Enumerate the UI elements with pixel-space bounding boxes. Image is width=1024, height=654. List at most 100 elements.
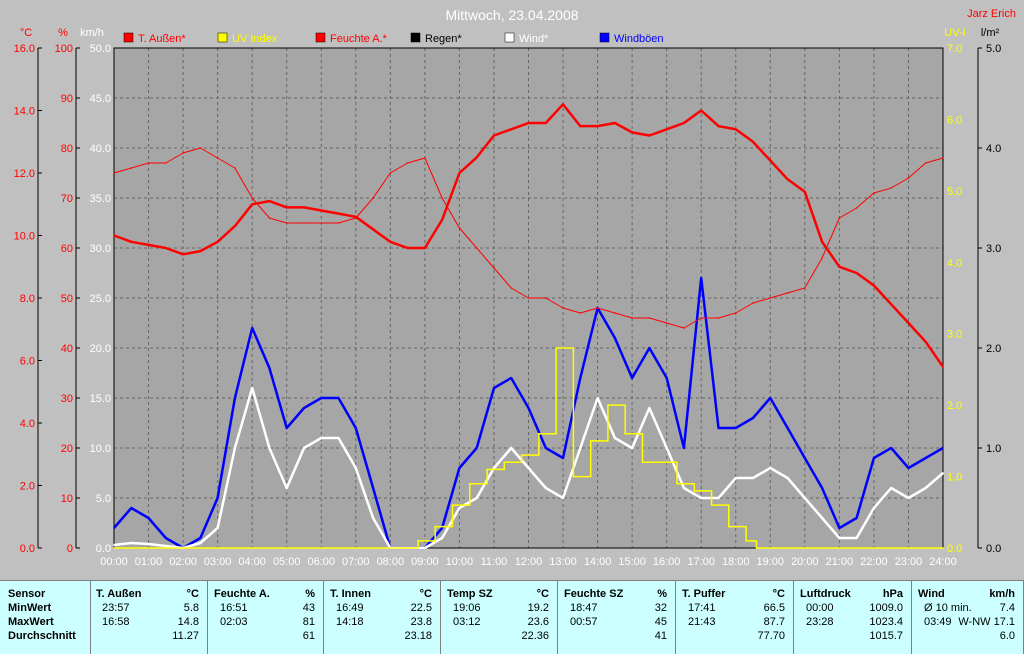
temp-tick-label: 10.0 (14, 231, 35, 243)
series-feuchte-point (234, 167, 236, 169)
wind-tick-label: 5.0 (96, 493, 111, 505)
stats-time: 16:49 (336, 602, 364, 614)
stats-column: Luftdruck hPa 00:00 1009.0 23:28 1023.4 1015.7 (794, 581, 912, 654)
uv-tick-label: 5.0 (947, 186, 962, 198)
series-feuchte-point (786, 292, 789, 294)
series-windboeen-point (475, 447, 478, 449)
stats-value: 19.2 (527, 602, 549, 614)
series-wind-point (890, 487, 892, 489)
series-feuchte-point (821, 257, 823, 259)
series-wind-point (924, 487, 927, 489)
wind-tick-label: 10.0 (90, 443, 111, 455)
x-tick-label: 07:00 (342, 556, 370, 568)
series-wind-point (942, 472, 944, 474)
min-label: MinWert (8, 602, 52, 614)
series-t-aussen-point (424, 247, 426, 249)
stats-value: W-NW 17.1 (958, 616, 1015, 628)
weather-chart: Mittwoch, 23.04.2008 Jarz Erich °C% km/h U… (13, 7, 1016, 568)
series-t-aussen-point (804, 190, 806, 193)
series-t-aussen-point (838, 265, 841, 268)
series-windboeen-point (562, 457, 564, 459)
series-t-aussen-point (579, 125, 582, 127)
x-tick-label: 01:00 (135, 556, 163, 568)
x-tick-label: 19:00 (757, 556, 785, 568)
series-windboeen-point (354, 427, 357, 429)
series-uv-index-point (693, 490, 696, 492)
wind-tick-label: 45.0 (90, 93, 111, 105)
series-windboeen-point (147, 517, 150, 519)
series-t-aussen-point (873, 284, 875, 287)
series-t-aussen-point (855, 272, 858, 274)
wind-tick-label: 35.0 (90, 193, 111, 205)
series-windboeen-point (804, 457, 806, 459)
stats-time: 18:47 (570, 602, 598, 614)
stats-time: 19:06 (453, 602, 481, 614)
stats-column-unit: °C (186, 588, 199, 600)
stats-column: T. Puffer °C 17:41 66.5 21:43 87.7 77.70 (676, 581, 794, 654)
temp-tick-label: 4.0 (20, 418, 35, 430)
x-tick-label: 13:00 (549, 556, 577, 568)
series-feuchte-point (614, 312, 616, 314)
axis-unit-label: % (58, 27, 68, 39)
uv-tick-label: 3.0 (947, 329, 962, 341)
stats-column-unit: °C (419, 588, 432, 600)
series-windboeen-point (441, 527, 443, 529)
series-t-aussen-point (769, 159, 772, 162)
series-wind-point (579, 447, 582, 449)
series-wind-point (769, 467, 772, 469)
series-t-aussen-point (268, 200, 271, 202)
uv-tick-label: 6.0 (947, 114, 962, 126)
series-feuchte-point (372, 197, 374, 199)
series-feuchte-point (424, 157, 426, 159)
series-wind-point (475, 497, 478, 499)
series-t-aussen-point (821, 240, 823, 243)
series-t-aussen-point (717, 125, 720, 127)
uv-tick-label: 7.0 (947, 43, 962, 55)
series-windboeen-point (769, 397, 772, 399)
x-tick-label: 08:00 (377, 556, 405, 568)
series-feuchte-point (838, 217, 841, 219)
series-uv-index-point (589, 440, 592, 442)
x-tick-label: 16:00 (653, 556, 681, 568)
series-t-aussen-point (562, 103, 564, 106)
series-feuchte-point (700, 317, 703, 319)
series-feuchte-point (510, 287, 513, 289)
series-t-aussen-point (199, 250, 202, 252)
series-t-aussen-point (458, 172, 461, 174)
series-windboeen-point (320, 397, 323, 399)
x-tick-label: 05:00 (273, 556, 301, 568)
legend-swatch (315, 32, 326, 43)
series-t-aussen-point (683, 122, 685, 124)
series-windboeen-point (700, 277, 703, 279)
stats-value: 45 (654, 616, 667, 628)
series-feuchte-point (769, 297, 772, 299)
series-wind-point (216, 527, 219, 529)
series-feuchte-point (216, 157, 219, 159)
series-windboeen-point (165, 537, 167, 539)
series-feuchte-point (441, 197, 443, 199)
stats-time: 16:58 (102, 616, 130, 628)
stats-column: Wind km/h Ø 10 min. 7.4 03:49 W-NW 17.1 6.0 (912, 581, 1024, 654)
series-windboeen-point (234, 397, 236, 399)
axis-unit-label: km/h (80, 27, 104, 39)
series-t-aussen-point (234, 225, 236, 227)
legend: T. Außen* UV Index Feuchte A.* Regen* Wind* W… (123, 32, 664, 45)
rain-tick-label: 1.0 (986, 443, 1001, 455)
series-windboeen-point (372, 487, 374, 489)
series-uv-index-point (503, 461, 506, 464)
hum-tick-label: 20 (61, 443, 73, 455)
stats-value: 22.36 (521, 630, 549, 642)
rain-tick-label: 4.0 (986, 143, 1001, 155)
series-feuchte-point (320, 222, 323, 224)
hum-tick-label: 10 (61, 493, 73, 505)
series-feuchte-point (544, 297, 547, 299)
hum-tick-label: 40 (61, 343, 73, 355)
series-wind-point (821, 517, 823, 519)
rain-tick-label: 3.0 (986, 243, 1001, 255)
series-wind-point (855, 537, 858, 539)
stats-sensor-column: Sensor MinWert MaxWert Durchschnitt (0, 581, 91, 654)
x-tick-label: 03:00 (204, 556, 232, 568)
series-windboeen-point (786, 427, 789, 429)
series-wind-point (510, 447, 513, 449)
max-label: MaxWert (8, 616, 54, 628)
